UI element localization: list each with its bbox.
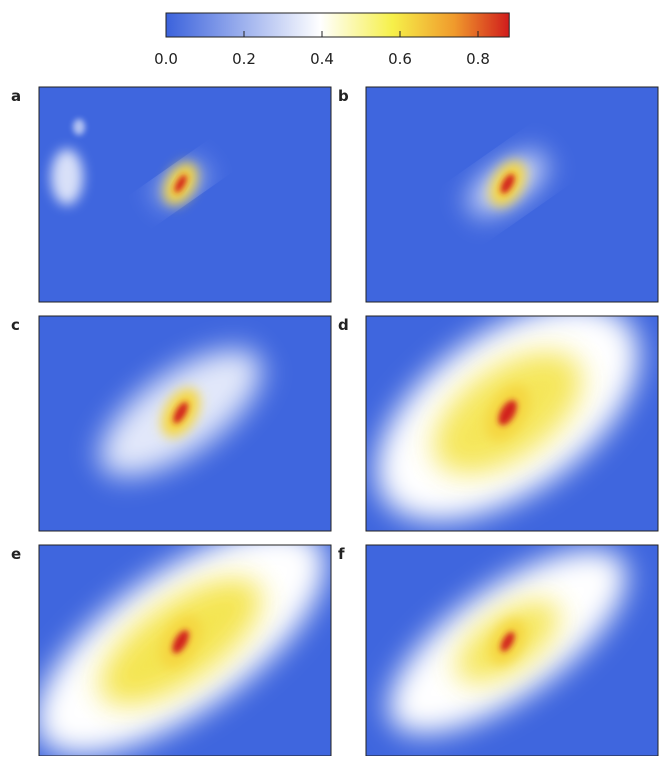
colorbar-tick-label: 0.8 (466, 50, 490, 68)
heatmap-panel (366, 545, 658, 756)
speckle (51, 149, 83, 205)
panel-frame (365, 315, 659, 532)
panel-label: f (338, 545, 345, 563)
peak (173, 402, 189, 424)
heatmap-panel (39, 545, 331, 756)
panel-label: a (11, 87, 21, 105)
colorbar-body (165, 12, 510, 38)
peak (172, 630, 189, 654)
heatmap-panel (366, 87, 658, 302)
panel-label: b (338, 87, 349, 105)
colorbar-tick-label: 0.2 (232, 50, 256, 68)
peak (500, 631, 515, 652)
panel-label: e (11, 545, 21, 563)
heatmap-panel (39, 87, 331, 302)
colorbar-tick-label: 0.0 (154, 50, 178, 68)
panel-label: d (338, 316, 349, 334)
heatmap-panel (366, 316, 658, 531)
panel-frame (365, 86, 659, 303)
panel-frame (38, 315, 332, 532)
heatmap-panel (39, 316, 331, 531)
panel-frame (38, 86, 332, 303)
panel-label: c (11, 316, 20, 334)
peak (500, 173, 515, 194)
peak (174, 174, 187, 193)
colorbar-tick-label: 0.4 (310, 50, 334, 68)
colorbar-tick-label: 0.6 (388, 50, 412, 68)
panels: a b c d e f (11, 86, 659, 757)
colorbar: 0.0 0.2 0.4 0.6 0.8 (154, 12, 510, 68)
peak (498, 400, 517, 426)
speckle (73, 119, 85, 135)
